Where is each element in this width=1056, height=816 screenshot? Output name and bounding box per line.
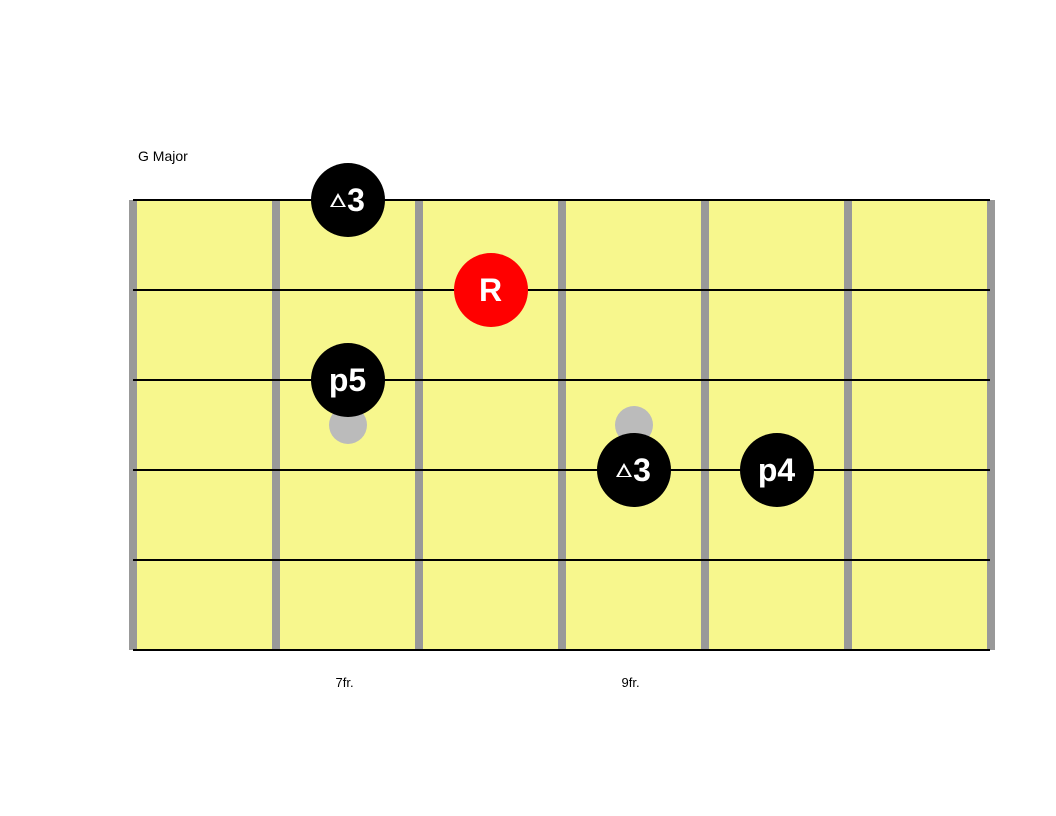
chord-note-dot: 3 — [311, 163, 385, 237]
string-line — [133, 199, 990, 201]
fret-label: 7fr. — [336, 675, 354, 690]
string-line — [133, 649, 990, 651]
note-label: 3 — [330, 182, 365, 219]
string-line — [133, 289, 990, 291]
fret-label: 9fr. — [622, 675, 640, 690]
note-label: p4 — [758, 452, 795, 489]
string-line — [133, 379, 990, 381]
fret-bar — [558, 200, 566, 650]
chord-note-dot: 3 — [597, 433, 671, 507]
fretboard-container: 7fr. 9fr. 3 Rp5 3 p4 — [0, 0, 1056, 816]
triangle-icon — [616, 463, 632, 477]
chord-note-dot: p5 — [311, 343, 385, 417]
triangle-icon — [330, 193, 346, 207]
note-label: R — [479, 272, 502, 309]
note-label: p5 — [329, 362, 366, 399]
fret-bar — [844, 200, 852, 650]
fret-bar — [129, 200, 137, 650]
fret-bar — [272, 200, 280, 650]
string-line — [133, 469, 990, 471]
string-line — [133, 559, 990, 561]
fret-bar — [701, 200, 709, 650]
note-label: 3 — [616, 452, 651, 489]
chord-note-dot: p4 — [740, 433, 814, 507]
chord-note-dot: R — [454, 253, 528, 327]
fret-bar — [987, 200, 995, 650]
fret-bar — [415, 200, 423, 650]
note-degree-text: 3 — [633, 452, 651, 489]
note-degree-text: 3 — [347, 182, 365, 219]
